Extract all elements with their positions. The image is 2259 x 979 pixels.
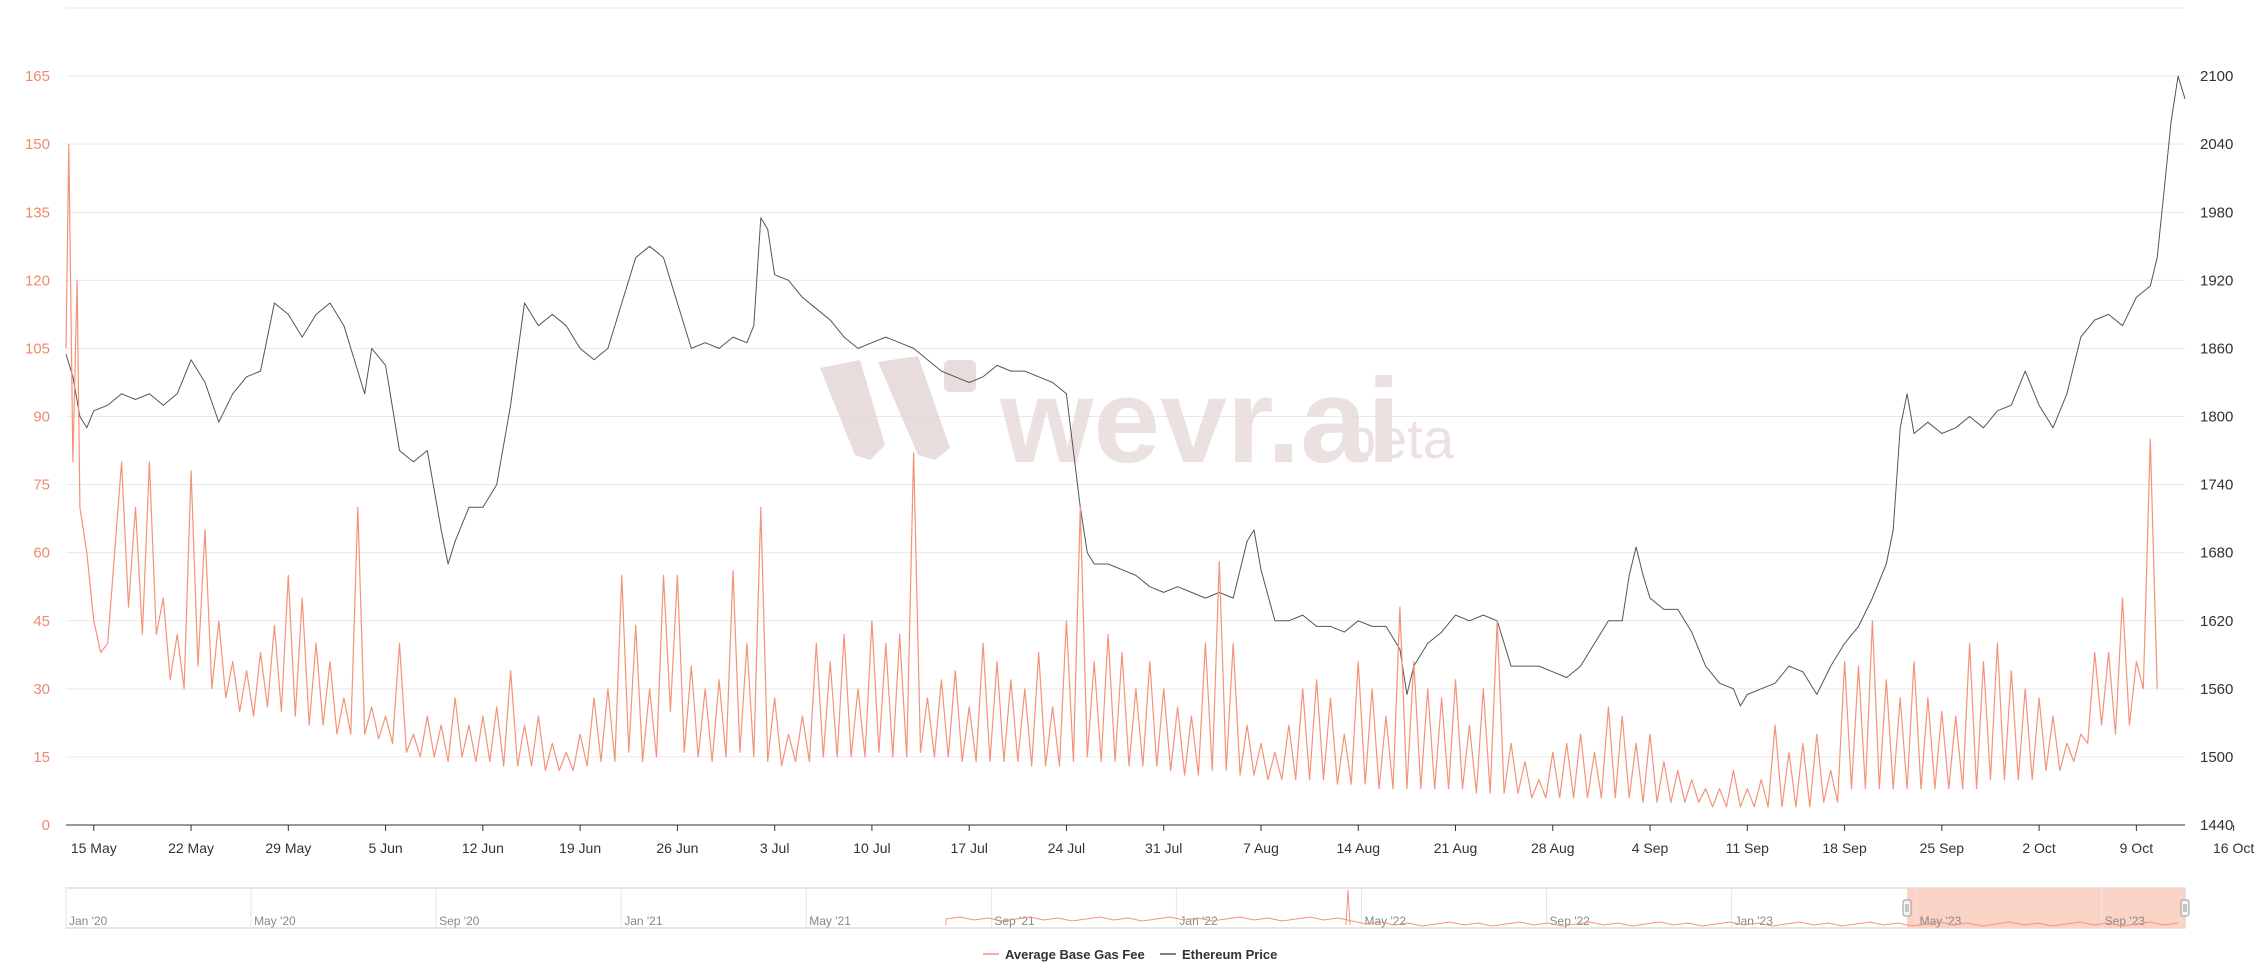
y-left-tick-4: 60 bbox=[33, 545, 50, 562]
y-left-tick-8: 120 bbox=[25, 272, 50, 289]
y-right-tick-4: 1680 bbox=[2200, 545, 2233, 562]
x-tick-label-7: 3 Jul bbox=[760, 840, 790, 856]
y-right-tick-11: 2100 bbox=[2200, 68, 2233, 85]
navigator-label-3: Jan '21 bbox=[624, 914, 663, 928]
legend-item-gas[interactable]: Average Base Gas Fee bbox=[983, 947, 1145, 962]
x-tick-label-16: 4 Sep bbox=[1632, 840, 1669, 856]
grid-layer bbox=[66, 7, 2185, 826]
x-tick-label-21: 9 Oct bbox=[2120, 840, 2154, 856]
x-tick-label-15: 28 Aug bbox=[1531, 840, 1575, 856]
navigator-label-7: May '22 bbox=[1364, 914, 1406, 928]
navigator-label-8: Sep '22 bbox=[1550, 914, 1591, 928]
legend-item-price[interactable]: Ethereum Price bbox=[1160, 947, 1277, 962]
series-line-gas bbox=[65, 143, 2158, 808]
x-tick-label-13: 14 Aug bbox=[1336, 840, 1380, 856]
x-tick-label-8: 10 Jul bbox=[853, 840, 890, 856]
watermark: wevr.ai beta bbox=[820, 354, 1455, 488]
y-left-tick-7: 105 bbox=[25, 340, 50, 357]
x-tick-label-18: 18 Sep bbox=[1822, 840, 1867, 856]
x-tick-label-10: 24 Jul bbox=[1048, 840, 1085, 856]
x-tick-label-14: 21 Aug bbox=[1434, 840, 1478, 856]
series-layer bbox=[65, 75, 2186, 808]
x-tick-label-6: 26 Jun bbox=[656, 840, 698, 856]
y-left-tick-5: 75 bbox=[33, 477, 50, 494]
axes-layer: 0 15 30 45 60 75 90 105 120 135 150 165 1440 1500 1560… bbox=[25, 68, 2254, 856]
watermark-brand: wevr.ai bbox=[999, 354, 1400, 488]
watermark-logo-icon bbox=[820, 356, 976, 460]
x-tick-label-17: 11 Sep bbox=[1726, 840, 1770, 856]
navigator-label-4: May '21 bbox=[809, 914, 851, 928]
navigator-handle-right[interactable] bbox=[2180, 899, 2190, 917]
navigator-label-6: Jan '22 bbox=[1179, 914, 1218, 928]
y-right-tick-1: 1500 bbox=[2200, 749, 2233, 766]
x-tick-label-11: 31 Jul bbox=[1145, 840, 1182, 856]
x-tick-label-2: 29 May bbox=[265, 840, 311, 856]
y-right-tick-7: 1860 bbox=[2200, 340, 2233, 357]
x-tick-label-22: 16 Oct bbox=[2213, 840, 2254, 856]
navigator-selection[interactable] bbox=[1907, 888, 2185, 928]
x-tick-label-3: 5 Jun bbox=[368, 840, 402, 856]
y-right-tick-8: 1920 bbox=[2200, 272, 2233, 289]
navigator-label-9: Jan '23 bbox=[1735, 914, 1774, 928]
legend-label-gas: Average Base Gas Fee bbox=[1005, 947, 1145, 962]
y-right-tick-3: 1620 bbox=[2200, 613, 2233, 630]
legend-label-price: Ethereum Price bbox=[1182, 947, 1277, 962]
y-left-tick-0: 0 bbox=[42, 817, 50, 834]
y-left-tick-11: 165 bbox=[25, 68, 50, 85]
x-tick-label-5: 19 Jun bbox=[559, 840, 601, 856]
x-tick-label-1: 22 May bbox=[168, 840, 214, 856]
navigator-handle-left[interactable] bbox=[1902, 899, 1912, 917]
series-line-price bbox=[65, 75, 2186, 707]
y-left-tick-6: 90 bbox=[33, 409, 50, 426]
navigator-sparkline bbox=[945, 889, 2179, 927]
y-right-tick-2: 1560 bbox=[2200, 681, 2233, 698]
y-right-tick-5: 1740 bbox=[2200, 477, 2233, 494]
y-right-tick-10: 2040 bbox=[2200, 136, 2233, 153]
navigator-label-10: May '23 bbox=[1920, 914, 1962, 928]
navigator[interactable]: Jan '20 May '20 Sep '20 Jan '21 May '21 Sep '… bbox=[65, 887, 2190, 929]
y-left-tick-1: 15 bbox=[33, 749, 50, 766]
y-right-tick-9: 1980 bbox=[2200, 204, 2233, 221]
x-tick-label-20: 2 Oct bbox=[2022, 840, 2056, 856]
x-tick-label-0: 15 May bbox=[71, 840, 117, 856]
legend: Average Base Gas Fee Ethereum Price bbox=[983, 947, 1277, 962]
y-right-tick-0: 1440 bbox=[2200, 817, 2233, 834]
navigator-label-1: May '20 bbox=[254, 914, 296, 928]
watermark-suffix: beta bbox=[1345, 407, 1455, 470]
navigator-label-0: Jan '20 bbox=[69, 914, 108, 928]
x-tick-label-4: 12 Jun bbox=[462, 840, 504, 856]
y-left-tick-10: 150 bbox=[25, 136, 50, 153]
x-tick-label-12: 7 Aug bbox=[1243, 840, 1279, 856]
navigator-label-2: Sep '20 bbox=[439, 914, 480, 928]
x-tick-label-19: 25 Sep bbox=[1920, 840, 1965, 856]
y-left-tick-9: 135 bbox=[25, 204, 50, 221]
y-right-tick-6: 1800 bbox=[2200, 409, 2233, 426]
y-left-tick-2: 30 bbox=[33, 681, 50, 698]
y-left-tick-3: 45 bbox=[33, 613, 50, 630]
x-tick-label-9: 17 Jul bbox=[951, 840, 988, 856]
